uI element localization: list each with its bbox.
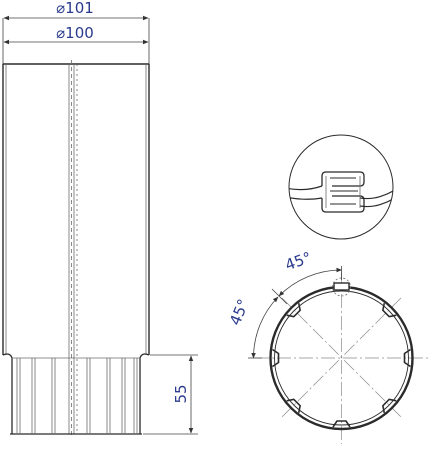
pipe-end-view: 45° 45° <box>226 248 428 444</box>
dimension-outer-diameter: ⌀101 <box>2 0 150 64</box>
pipe-body <box>2 60 150 438</box>
pipe-side-view: ⌀101 ⌀100 <box>2 0 198 438</box>
angle-dimensions: 45° 45° <box>226 248 343 359</box>
seam-detail <box>288 134 394 240</box>
dimension-inner-diameter: ⌀100 <box>3 24 149 45</box>
angle-left-label: 45° <box>226 296 253 327</box>
dimension-socket-length: 55 <box>143 354 198 435</box>
pipe-socket <box>2 353 150 435</box>
angle-top-label: 45° <box>283 248 314 274</box>
socket-length-label: 55 <box>172 384 190 403</box>
outer-diameter-label: ⌀101 <box>56 0 94 17</box>
inner-diameter-label: ⌀100 <box>56 24 94 42</box>
